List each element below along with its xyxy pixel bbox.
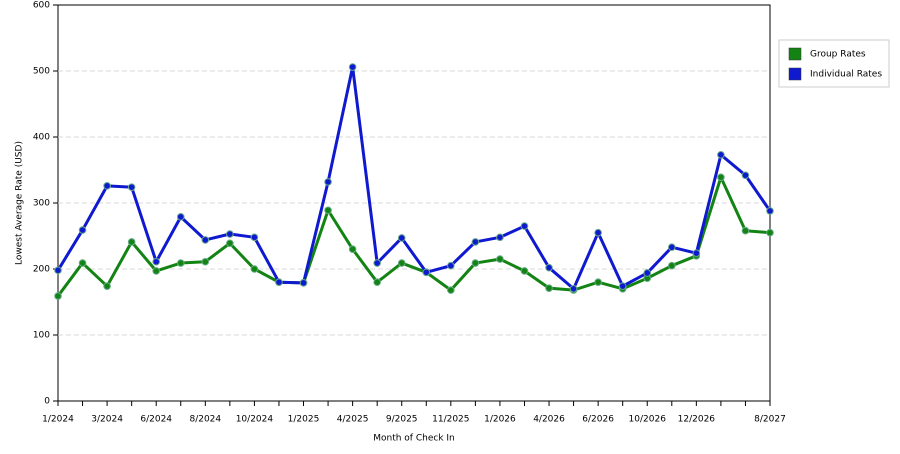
data-point [667,243,676,252]
data-point [103,282,111,290]
data-point [471,259,480,267]
data-point [496,233,504,242]
x-tick-label: 8/2024 [189,415,221,425]
data-point [348,245,357,253]
data-point [422,268,431,277]
data-point [226,239,234,248]
data-point [618,282,627,290]
data-point [152,257,161,266]
data-point [545,284,553,292]
data-point [741,171,750,180]
data-point [348,63,357,71]
data-point [127,238,136,246]
data-point [78,259,87,267]
data-point [275,278,283,287]
x-tick-label: 1/2026 [484,415,516,425]
data-point [54,292,62,300]
y-tick-label: 400 [33,133,50,143]
legend-label: Individual Rates [810,70,882,80]
data-point [569,285,578,293]
x-tick-label: 10/2026 [629,415,667,425]
y-tick-label: 200 [33,265,50,275]
data-point [447,286,455,294]
legend-swatch [788,67,802,81]
data-point [324,178,332,186]
data-point [103,182,111,190]
data-point [717,173,725,182]
x-tick-label: 1/2024 [42,415,74,425]
x-tick-label: 12/2026 [678,415,716,425]
data-point [397,234,406,242]
data-point [176,213,185,221]
y-tick-label: 0 [44,397,50,407]
data-point [520,222,529,230]
data-point [471,238,480,246]
data-point [447,261,455,270]
y-tick-label: 600 [33,1,50,11]
legend-label: Group Rates [810,50,866,60]
data-point [152,267,161,275]
x-tick-label: 1/2025 [288,415,320,425]
data-point [667,261,676,270]
data-point [594,228,602,237]
x-tick-label: 8/2027 [754,415,786,425]
x-tick-label: 4/2025 [337,415,369,425]
data-point [373,278,381,287]
data-point [299,279,308,287]
series-line [56,65,772,291]
x-tick-label: 3/2024 [91,415,123,425]
series-line [56,175,771,297]
y-tick-label: 500 [33,67,50,77]
data-point [520,267,529,275]
y-tick-label: 300 [33,199,50,209]
data-point [250,233,259,242]
data-point [397,259,406,267]
data-point [373,259,381,267]
x-tick-label: 10/2024 [236,415,274,425]
data-point [201,257,210,266]
data-point [250,265,259,273]
x-axis-label: Month of Check In [373,434,455,444]
data-point [226,230,234,238]
data-point [545,263,553,272]
x-tick-label: 11/2025 [432,415,469,425]
data-point [766,207,774,215]
y-axis-label: Lowest Average Rate (USD) [15,141,25,265]
x-tick-label: 4/2026 [533,415,565,425]
x-tick-label: 6/2026 [582,415,614,425]
legend-swatch [788,47,802,61]
data-point [766,228,774,237]
y-tick-label: 100 [33,331,50,341]
data-point [176,259,185,267]
data-point [692,249,701,257]
data-point [496,255,504,263]
data-point [643,269,652,277]
data-point [127,183,136,191]
data-point [201,236,210,244]
x-tick-label: 9/2025 [386,415,418,425]
data-point [324,206,332,215]
data-point [54,266,62,275]
data-point [594,278,602,287]
data-point [717,151,725,159]
data-point [741,226,750,235]
data-point [78,226,87,234]
x-tick-label: 6/2024 [140,415,172,425]
